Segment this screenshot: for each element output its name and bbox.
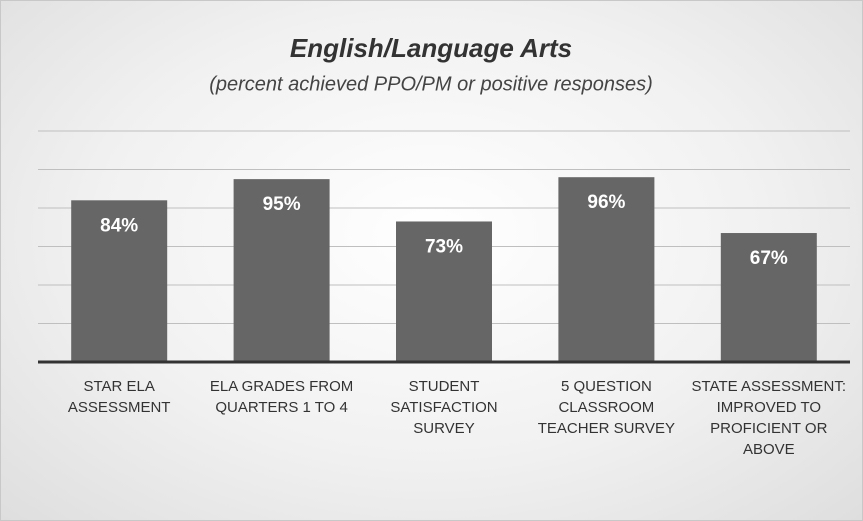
chart-title: English/Language Arts xyxy=(290,33,572,63)
value-label: 95% xyxy=(263,194,301,215)
x-tick-label: 5 QUESTION CLASSROOM TEACHER SURVEY xyxy=(537,378,676,437)
x-tick-label: STUDENT SATISFACTION SURVEY xyxy=(390,378,498,437)
value-label: 84% xyxy=(100,215,138,236)
bar xyxy=(233,179,330,362)
x-tick-label: STATE ASSESSMENT: IMPROVED TO PROFICIENT… xyxy=(691,378,847,458)
value-label: 67% xyxy=(750,248,788,269)
bar xyxy=(71,200,168,362)
x-tick-label: ELA GRADES FROM QUARTERS 1 TO 4 xyxy=(209,378,354,416)
bar xyxy=(558,177,655,362)
value-label: 96% xyxy=(587,192,625,213)
x-tick-label: STAR ELA ASSESSMENT xyxy=(67,378,171,416)
bar xyxy=(720,233,817,362)
chart-subtitle: (percent achieved PPO/PM or positive res… xyxy=(209,73,653,95)
value-label: 73% xyxy=(425,236,463,257)
bar xyxy=(396,221,492,362)
